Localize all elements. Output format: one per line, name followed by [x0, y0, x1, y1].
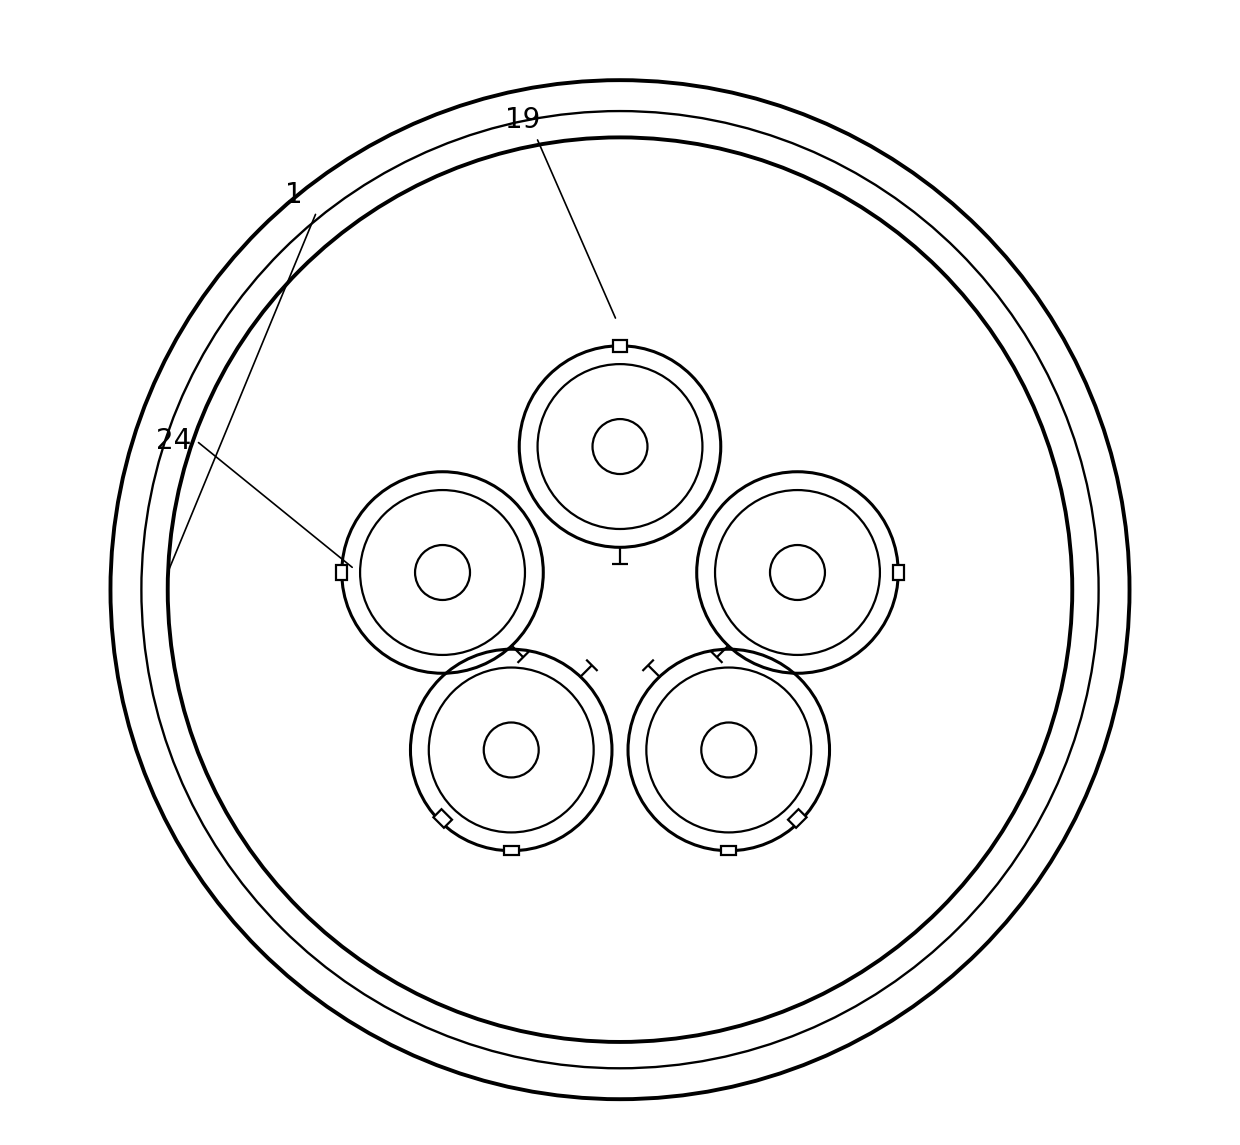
Bar — [336, 566, 347, 581]
Text: 1: 1 — [285, 181, 303, 208]
Circle shape — [402, 640, 621, 860]
Bar — [613, 340, 627, 352]
Text: 24: 24 — [156, 427, 191, 455]
Bar — [503, 846, 518, 855]
Bar — [787, 810, 806, 828]
Bar — [434, 810, 453, 828]
Bar — [722, 846, 737, 855]
Circle shape — [510, 337, 730, 556]
Text: 19: 19 — [505, 106, 541, 134]
Circle shape — [687, 463, 908, 682]
Circle shape — [619, 640, 838, 860]
Circle shape — [332, 463, 553, 682]
Circle shape — [110, 80, 1130, 1099]
Bar — [893, 566, 904, 581]
